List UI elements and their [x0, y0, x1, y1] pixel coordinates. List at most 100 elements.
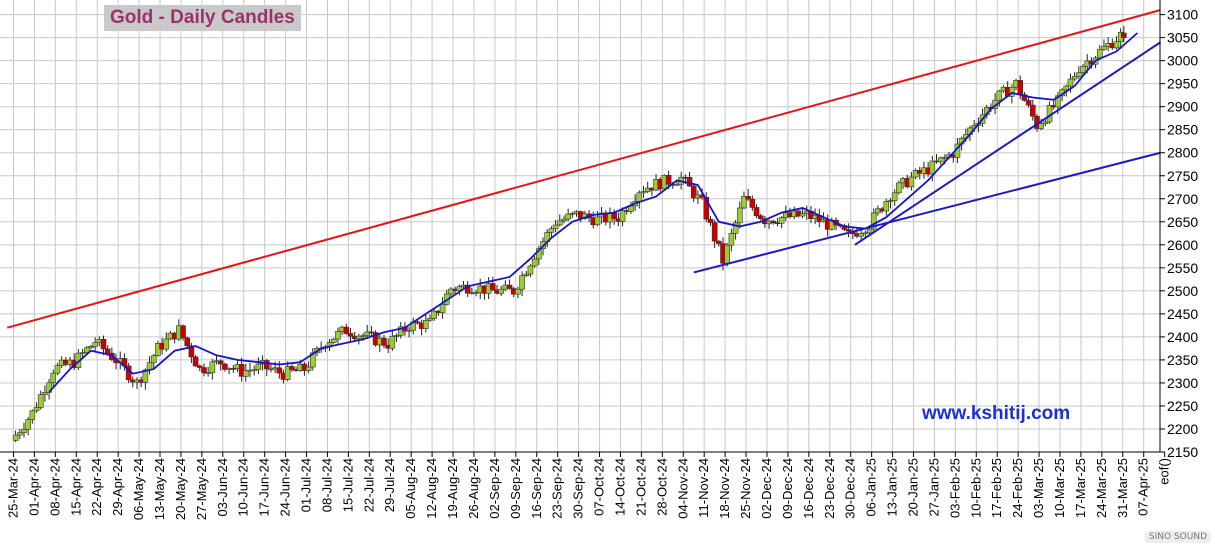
- candle-up: [284, 366, 291, 380]
- x-tick-label: 25-Nov-24: [738, 458, 753, 519]
- x-tick-label: 04-Nov-24: [675, 458, 690, 519]
- candle-up: [565, 213, 571, 220]
- x-tick-label: 17-Mar-25: [1073, 458, 1088, 518]
- candle-up: [439, 304, 446, 313]
- candle-up: [636, 192, 643, 202]
- candle-down: [188, 345, 195, 358]
- candle-down: [745, 196, 751, 200]
- candle-up: [908, 176, 915, 188]
- y-tick-label: 2900: [1167, 99, 1198, 115]
- candle-down: [690, 185, 697, 199]
- x-axis-ticks: 25-Mar-24 01-Apr-24 08-Apr-24 15-Apr-24 22-A…: [6, 452, 1172, 520]
- candle-up: [1076, 72, 1082, 77]
- x-tick-label: 17-Jun-24: [257, 458, 272, 517]
- candle-down: [222, 363, 228, 370]
- x-tick-label: 27-May-24: [194, 458, 209, 520]
- x-tick-label: 17-Feb-25: [989, 458, 1004, 518]
- candle-up: [866, 228, 873, 234]
- candle-up: [883, 201, 890, 212]
- y-tick-label: 2400: [1167, 329, 1198, 345]
- candle-down: [1021, 94, 1028, 101]
- candle-up: [50, 372, 57, 384]
- y-tick-label: 2300: [1167, 375, 1198, 391]
- candle-up: [305, 366, 312, 371]
- x-tick-label: 06-May-24: [131, 458, 146, 520]
- grid-lines: [0, 0, 1160, 452]
- x-tick-label: 23-Sep-24: [550, 458, 565, 519]
- candle-up: [942, 156, 948, 159]
- candle-up: [870, 212, 877, 230]
- candle-up: [155, 342, 161, 357]
- candle-down: [1029, 104, 1036, 117]
- candle-down: [686, 177, 693, 187]
- y-tick-label: 2650: [1167, 214, 1198, 230]
- y-tick-label: 2550: [1167, 260, 1198, 276]
- y-tick-label: 2850: [1167, 122, 1198, 138]
- candle-up: [406, 329, 412, 332]
- candle-up: [12, 434, 19, 441]
- candle-down: [104, 348, 111, 354]
- candle-down: [1025, 100, 1032, 106]
- candle-down: [1121, 32, 1127, 38]
- candle-up: [1071, 76, 1078, 80]
- x-tick-label: 13-May-24: [152, 458, 167, 520]
- y-tick-label: 2500: [1167, 283, 1198, 299]
- candle-up: [862, 232, 869, 235]
- candle-up: [896, 182, 902, 194]
- x-tick-label: 23-Dec-24: [822, 458, 837, 519]
- candle-down: [184, 337, 191, 347]
- candle-down: [506, 284, 513, 289]
- candle-down: [217, 360, 224, 365]
- x-tick-label: 24-Feb-25: [1010, 458, 1025, 518]
- x-tick-label: 20-May-24: [173, 458, 188, 520]
- candle-up: [54, 365, 61, 374]
- candle-down: [749, 198, 756, 208]
- moving-average-line: [48, 32, 1138, 393]
- candle-up: [732, 222, 739, 234]
- chart-title-box: Gold - Daily Candles: [104, 5, 301, 31]
- candle-up: [83, 347, 90, 353]
- blue-trendline: [693, 151, 1161, 274]
- x-tick-label: 26-Aug-24: [466, 458, 481, 519]
- y-tick-label: 2250: [1167, 398, 1198, 414]
- x-tick-label: 16-Sep-24: [529, 458, 544, 519]
- red-trendline-layer: [6, 9, 1161, 329]
- candle-down: [711, 222, 718, 242]
- candle-down: [180, 325, 186, 339]
- x-tick-label: 30-Sep-24: [571, 458, 586, 519]
- x-tick-label: 14-Oct-24: [612, 458, 627, 516]
- x-tick-label: 08-Apr-24: [47, 458, 62, 516]
- candle-down: [757, 215, 764, 219]
- candle-up: [46, 382, 52, 393]
- candle-down: [414, 321, 421, 324]
- y-tick-label: 2950: [1167, 76, 1198, 92]
- candle-up: [33, 407, 40, 412]
- candle-up: [594, 216, 601, 226]
- candle-down: [703, 197, 710, 220]
- candle-up: [142, 369, 149, 383]
- candle-up: [887, 200, 894, 202]
- candle-up: [1042, 121, 1049, 124]
- x-tick-label: 24-Jun-24: [278, 458, 293, 517]
- website-watermark: www.kshitij.com: [922, 403, 1071, 424]
- candle-up: [515, 288, 521, 295]
- x-tick-label: 20-Jan-25: [905, 458, 920, 517]
- x-tick-label: 15-Apr-24: [68, 458, 83, 516]
- candle-up: [1009, 86, 1015, 97]
- x-tick-label: 10-Jun-24: [236, 458, 251, 517]
- y-tick-label: 3000: [1167, 53, 1198, 69]
- candle-up: [929, 160, 936, 175]
- candle-down: [100, 339, 107, 350]
- x-tick-label: 13-Jan-25: [885, 458, 900, 517]
- candle-up: [556, 220, 563, 226]
- candle-down: [464, 284, 471, 294]
- red-trendline: [6, 9, 1161, 329]
- candle-up: [1113, 41, 1120, 49]
- candle-down: [707, 218, 714, 223]
- x-tick-label: 29-Apr-24: [110, 458, 125, 516]
- candle-up: [912, 170, 919, 178]
- candle-up: [37, 394, 44, 408]
- candle-down: [289, 366, 295, 370]
- candle-up: [423, 319, 429, 329]
- candle-up: [548, 228, 555, 233]
